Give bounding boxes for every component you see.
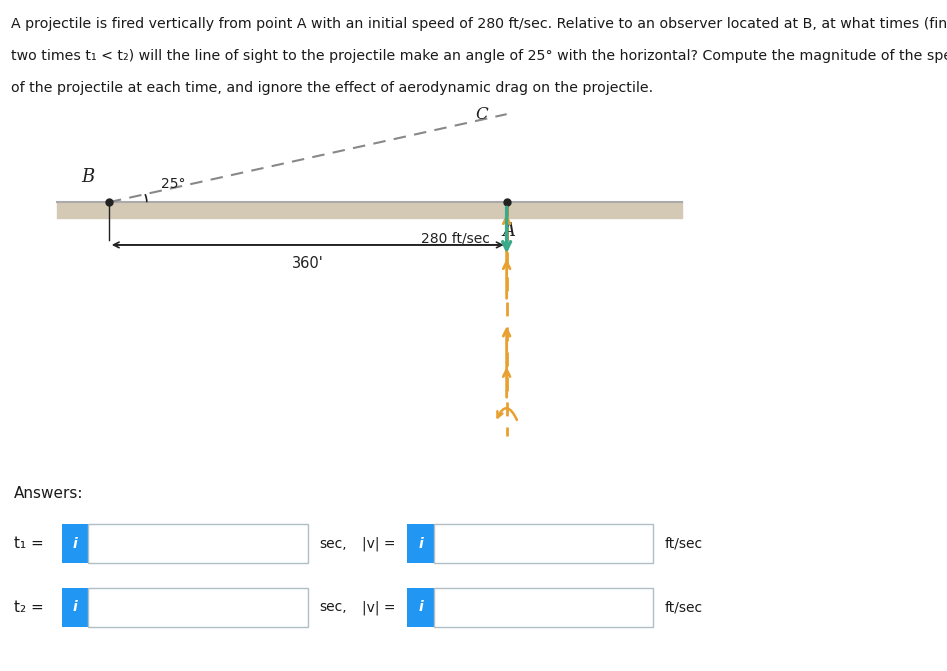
Text: i: i bbox=[72, 601, 78, 614]
Text: 280 ft/sec: 280 ft/sec bbox=[420, 231, 490, 245]
Text: sec,: sec, bbox=[319, 537, 347, 550]
Text: |v| =: |v| = bbox=[362, 600, 395, 615]
Text: two times t₁ < t₂) will the line of sight to the projectile make an angle of 25°: two times t₁ < t₂) will the line of sigh… bbox=[11, 49, 947, 63]
Text: i: i bbox=[418, 537, 423, 550]
Text: 25°: 25° bbox=[161, 177, 186, 191]
Text: 360': 360' bbox=[292, 256, 324, 271]
Text: A: A bbox=[502, 223, 515, 240]
Text: i: i bbox=[418, 601, 423, 614]
Text: ft/sec: ft/sec bbox=[665, 537, 703, 550]
Text: of the projectile at each time, and ignore the effect of aerodynamic drag on the: of the projectile at each time, and igno… bbox=[11, 81, 653, 95]
Text: A projectile is fired vertically from point A with an initial speed of 280 ft/se: A projectile is fired vertically from po… bbox=[11, 17, 947, 31]
Text: sec,: sec, bbox=[319, 601, 347, 614]
Text: ft/sec: ft/sec bbox=[665, 601, 703, 614]
Text: C: C bbox=[475, 105, 488, 123]
Text: t₁ =: t₁ = bbox=[14, 536, 44, 551]
Text: Answers:: Answers: bbox=[14, 486, 83, 501]
Text: |v| =: |v| = bbox=[362, 536, 395, 551]
Text: i: i bbox=[72, 537, 78, 550]
Text: t₂ =: t₂ = bbox=[14, 600, 44, 615]
Text: B: B bbox=[81, 168, 95, 187]
